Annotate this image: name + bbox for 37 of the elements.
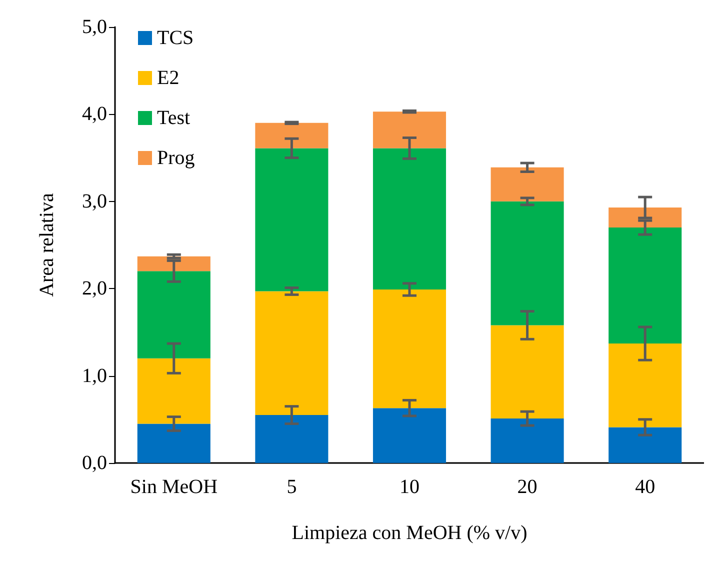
bar — [372, 148, 446, 290]
y-tick-label: 1,0 — [82, 364, 107, 387]
bar — [137, 256, 210, 272]
bar — [137, 358, 210, 424]
legend-label: TCS — [157, 27, 194, 49]
y-tick-label: 0,0 — [82, 452, 107, 474]
legend-label: E2 — [157, 67, 180, 89]
y-tick-label: 4,0 — [82, 103, 107, 126]
bar — [372, 408, 446, 463]
bar — [255, 415, 328, 463]
bar — [137, 424, 210, 463]
bar — [490, 418, 564, 463]
bar — [608, 344, 682, 428]
bar — [372, 112, 446, 148]
bar — [608, 427, 682, 463]
bar — [490, 325, 564, 419]
x-axis-title: Limpieza con MeOH (% v/v) — [292, 522, 528, 544]
y-tick-label: 5,0 — [82, 16, 107, 38]
bar — [608, 228, 682, 344]
y-axis-title: Area relativa — [36, 192, 58, 297]
legend-label: Prog — [157, 147, 195, 169]
bar — [255, 291, 328, 416]
bar — [608, 208, 682, 228]
bar — [372, 289, 446, 408]
bar — [490, 201, 564, 326]
x-tick-label: 40 — [635, 476, 656, 498]
bar — [255, 122, 328, 148]
y-tick-label: 2,0 — [82, 278, 107, 300]
x-tick-label: 5 — [286, 476, 297, 498]
y-tick-label: 3,0 — [82, 190, 107, 212]
bar — [137, 271, 210, 358]
legend-label: Test — [157, 107, 190, 129]
bar — [255, 148, 328, 292]
x-tick-label: 10 — [400, 476, 420, 498]
x-tick-label: Sin MeOH — [130, 476, 218, 498]
bar — [490, 167, 564, 202]
x-tick-label: 20 — [517, 476, 538, 498]
